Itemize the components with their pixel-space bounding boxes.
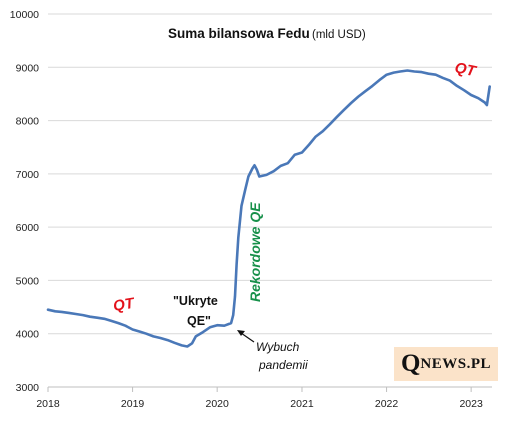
qnews-logo: Q NEWS.PL — [394, 347, 498, 381]
annotation-hidden-qe-line1: "Ukryte — [173, 294, 218, 308]
logo-q: Q — [400, 350, 420, 377]
series — [46, 69, 492, 348]
annotation-pandemic-line2: pandemii — [258, 358, 308, 372]
chart-title: Suma bilansowa Fedu — [168, 26, 310, 41]
y-tick-10000: 10000 — [10, 9, 39, 21]
x-tick-labels: 2018 2019 2020 2021 2022 2023 — [36, 398, 483, 410]
y-tick-9000: 9000 — [16, 62, 40, 74]
y-tick-labels: 3000 4000 5000 6000 7000 8000 9000 10000 — [10, 9, 39, 394]
y-tick-4000: 4000 — [16, 329, 40, 341]
x-tick-2021: 2021 — [290, 398, 314, 410]
annotation-qt-right: QT — [453, 59, 479, 80]
x-tick-2023: 2023 — [459, 398, 483, 410]
annotation-qt-left: QT — [112, 295, 137, 315]
y-tick-7000: 7000 — [16, 169, 40, 181]
x-tick-2020: 2020 — [205, 398, 229, 410]
logo-news: NEWS.PL — [420, 355, 492, 372]
x-tick-2019: 2019 — [121, 398, 145, 410]
grid — [48, 13, 492, 335]
annotation-pandemic-line1: Wybuch — [256, 340, 300, 354]
y-tick-8000: 8000 — [16, 116, 40, 128]
y-tick-6000: 6000 — [16, 222, 40, 234]
axes — [47, 386, 492, 392]
x-tick-2022: 2022 — [375, 398, 399, 410]
x-tick-2018: 2018 — [36, 398, 60, 410]
annotation-hidden-qe-line2: QE" — [187, 314, 211, 328]
y-tick-3000: 3000 — [16, 382, 40, 394]
annotation-record-qe: Rekordowe QE — [247, 202, 263, 302]
series-line-0 — [46, 69, 492, 348]
y-tick-5000: 5000 — [16, 275, 40, 287]
chart-subtitle: (mld USD) — [312, 29, 366, 41]
pandemic-arrow — [237, 330, 255, 343]
